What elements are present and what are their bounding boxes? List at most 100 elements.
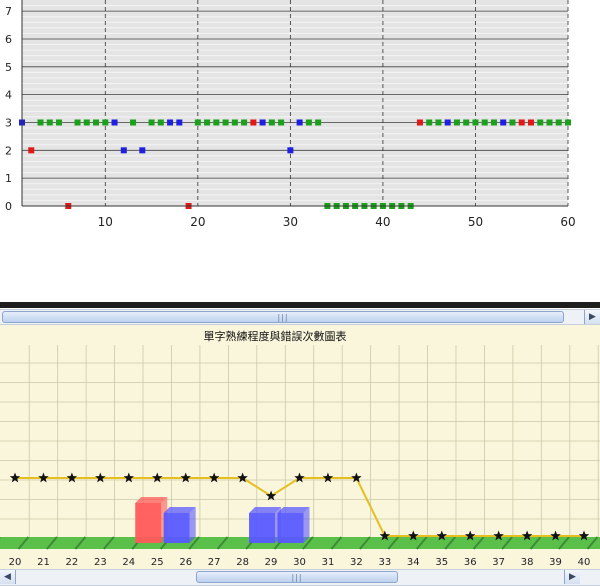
- data-point: [500, 119, 507, 126]
- chevron-left-icon[interactable]: ◀: [0, 570, 16, 584]
- ground-stripe: [17, 536, 30, 550]
- ground-stripe: [103, 536, 115, 550]
- ground-stripe: [501, 536, 513, 550]
- data-point: [167, 119, 174, 126]
- top-horizontal-scrollbar[interactable]: ||| ▶: [0, 309, 600, 325]
- star-icon: [493, 530, 504, 541]
- star-icon: [521, 530, 533, 541]
- ground-stripe: [330, 536, 343, 550]
- data-point: [509, 119, 516, 126]
- data-point: [453, 119, 460, 126]
- y-tick-label: 3: [5, 116, 12, 129]
- ground-stripe: [586, 536, 599, 550]
- scroll-grip-icon: |||: [291, 573, 303, 582]
- x-tick-label: 34: [407, 557, 420, 568]
- data-point: [287, 147, 294, 154]
- error-bar: [249, 507, 282, 543]
- data-point: [120, 147, 127, 154]
- top-vertical-grid: [104, 0, 569, 206]
- star-icon: [237, 472, 248, 483]
- x-tick-label: 33: [378, 557, 391, 568]
- ground-stripe: [216, 536, 229, 550]
- star-icon: [95, 472, 106, 483]
- star-icon: [152, 472, 163, 483]
- x-tick-label: 60: [560, 215, 575, 229]
- ground-stripe: [472, 536, 485, 550]
- data-point: [481, 119, 488, 126]
- top-y-tick-labels: 0 1 2 3 4 5 6 7: [5, 5, 12, 213]
- star-icon: [294, 472, 305, 483]
- data-point: [37, 119, 44, 126]
- star-icon: [66, 472, 78, 483]
- data-point: [204, 119, 211, 126]
- x-tick-label: 39: [549, 557, 562, 568]
- x-tick-label: 29: [265, 557, 278, 568]
- x-tick-label: 20: [190, 215, 205, 229]
- data-point: [176, 119, 183, 126]
- star-icon: [322, 472, 334, 483]
- data-point: [416, 119, 423, 126]
- data-point: [259, 119, 266, 126]
- x-tick-label: 20: [9, 557, 22, 568]
- ground-stripe: [444, 536, 456, 550]
- ground-stripe: [302, 536, 314, 550]
- ground-stripe: [74, 536, 87, 550]
- x-tick-label: 36: [464, 557, 477, 568]
- scroll-grip-icon: |||: [277, 313, 289, 322]
- top-scroll-thumb[interactable]: |||: [2, 311, 564, 323]
- star-icon: [180, 472, 191, 483]
- star-icon: [351, 472, 362, 483]
- bottom-scroll-thumb[interactable]: |||: [196, 571, 398, 583]
- data-point: [315, 119, 322, 126]
- ground-stripe: [415, 536, 428, 550]
- x-tick-label: 21: [37, 557, 50, 568]
- data-point: [435, 119, 442, 126]
- bottom-horizontal-scrollbar[interactable]: ◀ ||| ▶: [0, 569, 600, 586]
- ground-stripe: [529, 536, 542, 550]
- y-tick-label: 2: [5, 144, 12, 157]
- x-tick-label: 28: [236, 557, 249, 568]
- chevron-right-icon[interactable]: ▶: [584, 310, 600, 324]
- panel-divider: [0, 302, 600, 308]
- y-tick-label: 1: [5, 172, 12, 185]
- x-tick-label: 25: [151, 557, 164, 568]
- data-point: [472, 119, 479, 126]
- ground-stripe: [359, 536, 371, 550]
- star-icon: [436, 530, 447, 541]
- data-point: [518, 119, 525, 126]
- data-point: [278, 119, 285, 126]
- data-point: [28, 147, 35, 154]
- x-tick-label: 30: [293, 557, 306, 568]
- data-point: [130, 119, 137, 126]
- y-tick-label: 6: [5, 33, 12, 46]
- bottom-proficiency-markers: [9, 472, 590, 541]
- data-point: [157, 119, 164, 126]
- data-point: [241, 119, 248, 126]
- data-point: [194, 119, 201, 126]
- x-tick-label: 27: [208, 557, 221, 568]
- x-tick-label: 40: [578, 557, 591, 568]
- bottom-error-bars: [135, 497, 310, 543]
- top-chart-plot-area: [22, 0, 568, 206]
- data-point: [463, 119, 470, 126]
- x-tick-label: 40: [375, 215, 390, 229]
- x-tick-label: 50: [468, 215, 483, 229]
- data-point: [139, 147, 146, 154]
- data-point: [46, 119, 53, 126]
- x-tick-label: 30: [283, 215, 298, 229]
- star-icon: [379, 530, 391, 541]
- bottom-chart-grid: [0, 345, 600, 537]
- x-tick-label: 10: [98, 215, 113, 229]
- top-x-tick-labels: 10 20 30 40 50 60: [98, 215, 576, 229]
- data-point: [426, 119, 433, 126]
- chevron-right-icon[interactable]: ▶: [564, 570, 580, 584]
- star-icon: [9, 472, 21, 483]
- data-point: [83, 119, 90, 126]
- error-bar: [135, 497, 168, 543]
- star-icon: [123, 472, 134, 483]
- data-point: [250, 119, 257, 126]
- x-tick-label: 38: [521, 557, 534, 568]
- error-bar: [277, 507, 310, 543]
- bottom-chart: 單字熟練程度與錯誤次數圖表 20 21 22 23 24 25 26 27 28 29 30 31 32…: [0, 325, 600, 569]
- data-point: [222, 119, 229, 126]
